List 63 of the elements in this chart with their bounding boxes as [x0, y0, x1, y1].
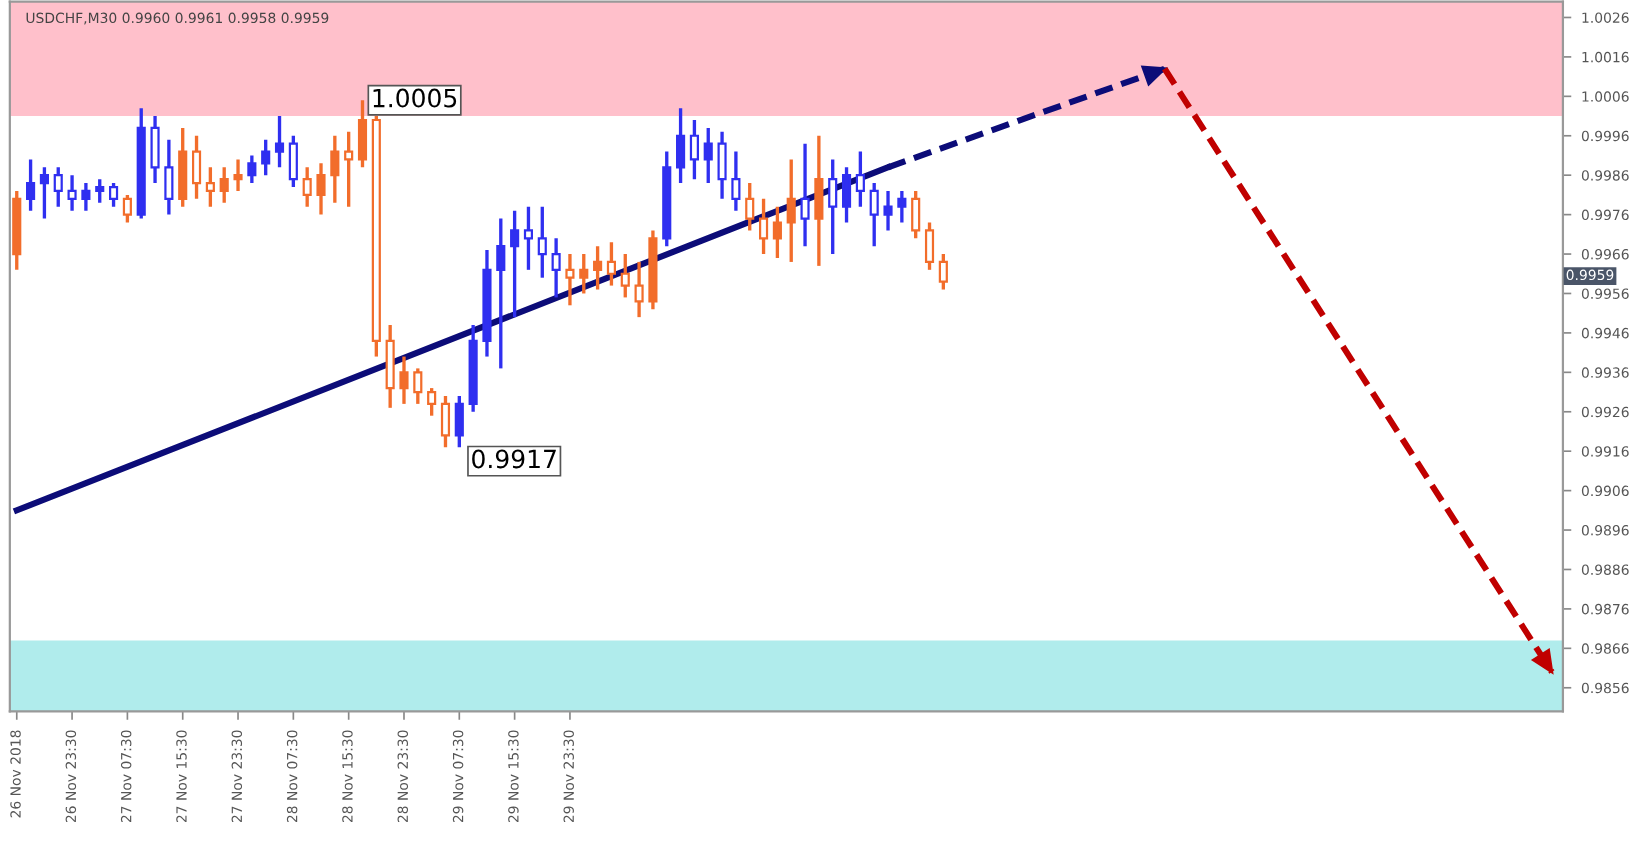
- candlestick: [565, 252, 575, 307]
- candlestick: [938, 252, 948, 292]
- candlestick: [205, 165, 215, 209]
- candlestick: [897, 189, 907, 225]
- candlestick: [316, 161, 326, 217]
- candlestick: [440, 394, 451, 449]
- candlestick: [841, 165, 852, 225]
- candlestick: [551, 236, 561, 300]
- candlestick: [81, 181, 91, 213]
- annotation: 0.9917: [472, 449, 556, 469]
- candlestick: [95, 177, 105, 205]
- candlestick: [883, 189, 893, 233]
- candlestick: [606, 240, 616, 288]
- candlestick: [579, 252, 589, 296]
- candlestick: [786, 157, 796, 264]
- candlestick: [178, 126, 188, 209]
- candlestick: [855, 149, 865, 209]
- candlestick: [676, 106, 686, 185]
- candlestick: [454, 394, 464, 449]
- candlestick: [26, 157, 36, 213]
- candlestick: [302, 165, 312, 209]
- candlestick: [869, 181, 879, 248]
- candlestick: [523, 205, 534, 272]
- candlestick: [39, 165, 49, 221]
- candlestick: [261, 138, 271, 177]
- candlestick: [53, 165, 63, 209]
- candlestick: [689, 118, 699, 181]
- candlestick: [385, 323, 395, 410]
- candlestick: [496, 216, 506, 371]
- candlestick: [510, 209, 520, 319]
- candlestick: [427, 386, 437, 418]
- candlestick: [150, 114, 160, 185]
- candlestick: [772, 205, 782, 260]
- candlestick: [800, 141, 810, 248]
- candlestick: [413, 366, 423, 406]
- candlestick: [330, 134, 340, 205]
- candlestick: [911, 189, 921, 240]
- candlestick: [274, 114, 285, 169]
- candlestick: [109, 181, 119, 209]
- candlestick: [399, 354, 409, 406]
- candlestick: [122, 193, 132, 225]
- candlestick: [620, 252, 630, 300]
- candlestick: [593, 244, 603, 292]
- candlestick: [357, 98, 368, 169]
- candlestick: [288, 134, 298, 189]
- candlestick: [537, 205, 547, 280]
- candlestick: [731, 149, 741, 213]
- candlestick: [758, 197, 769, 256]
- candlestick: [67, 173, 77, 213]
- candlestick: [247, 153, 257, 185]
- candlestick: [814, 134, 824, 268]
- candlestick: [717, 130, 727, 201]
- candlestick: [219, 165, 229, 205]
- candlestick: [164, 138, 174, 217]
- candlestick: [233, 157, 243, 193]
- candlestick: [191, 134, 202, 201]
- annotation: 1.0005: [373, 88, 457, 108]
- candlestick: [634, 260, 644, 319]
- candlestick: [344, 130, 354, 209]
- candlestick: [828, 157, 838, 256]
- candlestick: [745, 181, 755, 233]
- candlestick: [703, 126, 713, 185]
- candlestick: [924, 220, 935, 272]
